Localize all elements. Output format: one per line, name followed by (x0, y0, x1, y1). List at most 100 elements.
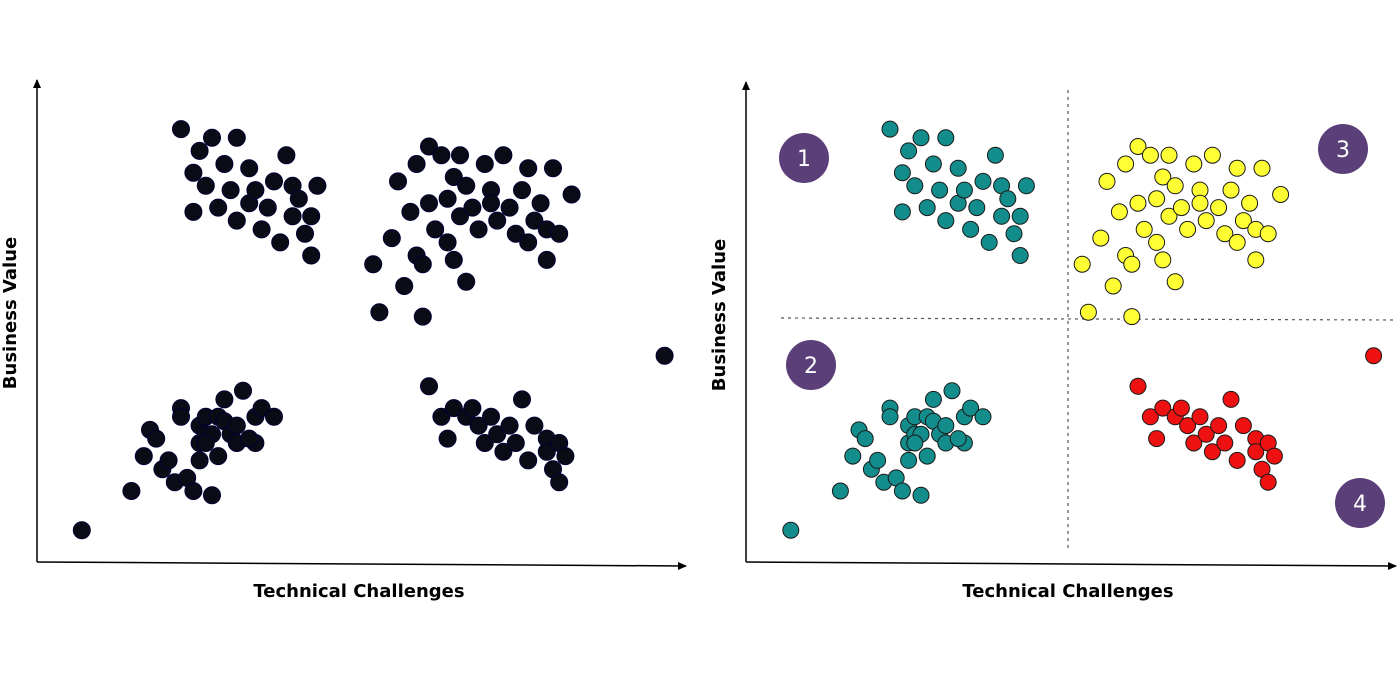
data-point-black (184, 482, 203, 500)
data-point-teal (893, 164, 911, 182)
data-point-yellow (1123, 308, 1141, 326)
data-point-black (494, 442, 513, 461)
data-point-yellow (1154, 251, 1172, 269)
data-point-teal (949, 430, 967, 448)
data-point-teal (893, 203, 911, 221)
data-point-black (457, 176, 476, 195)
data-point-black (240, 429, 259, 448)
data-point-black (550, 473, 569, 492)
data-point-yellow (1104, 277, 1122, 295)
quadrant-badge-1: 1 (779, 133, 829, 183)
data-point-teal (931, 181, 949, 199)
data-point-red (1172, 399, 1190, 417)
data-point-red (1148, 430, 1166, 448)
data-point-yellow (1179, 220, 1197, 238)
data-point-yellow (1098, 172, 1116, 190)
data-point-black (556, 447, 575, 466)
data-point-teal (900, 142, 918, 160)
data-point-yellow (1123, 255, 1141, 273)
data-point-yellow (1234, 212, 1252, 230)
right-points (782, 120, 1383, 539)
data-point-black (475, 434, 494, 452)
data-point-black (488, 425, 507, 444)
data-point-teal (974, 172, 992, 190)
data-point-black (265, 172, 283, 191)
data-point-black (531, 194, 550, 213)
data-point-black (413, 255, 432, 274)
data-point-black (258, 198, 277, 217)
data-point-yellow (1073, 255, 1091, 273)
data-point-black (438, 189, 457, 208)
data-point-black (172, 120, 190, 139)
data-point-red (1259, 473, 1277, 491)
data-point-black (190, 451, 209, 470)
data-point-black (190, 141, 209, 160)
data-point-black (488, 211, 507, 230)
data-point-black (420, 137, 438, 156)
y-axis-label: Business Value (0, 237, 21, 389)
data-point-black (184, 202, 203, 221)
data-point-yellow (1079, 303, 1097, 321)
data-point-black (227, 211, 246, 230)
data-point-black (426, 220, 445, 239)
data-point-red (1234, 417, 1252, 435)
data-point-black (203, 486, 221, 505)
data-point-red (1179, 417, 1197, 435)
data-point-black (252, 399, 271, 418)
quadrant-badge-3: 3 (1318, 124, 1368, 174)
data-point-yellow (1272, 186, 1290, 203)
data-point-black (407, 155, 426, 173)
data-point-teal (906, 177, 924, 195)
data-point-teal (974, 408, 992, 426)
data-point-red (1216, 434, 1234, 452)
data-point-teal (962, 399, 980, 417)
data-point-teal (918, 199, 936, 217)
data-point-black (444, 399, 463, 418)
data-point-yellow (1222, 181, 1240, 199)
data-point-teal (968, 199, 986, 217)
data-point-black (519, 451, 538, 470)
data-point-teal (869, 451, 887, 469)
data-point-black (296, 224, 314, 243)
data-point-teal (912, 486, 930, 504)
data-point-black (451, 146, 469, 165)
data-point-black (302, 246, 321, 265)
data-point-black (469, 416, 488, 435)
data-point-black (562, 185, 581, 204)
data-point-teal (906, 434, 924, 452)
data-point-teal (937, 212, 955, 230)
data-point-yellow (1185, 155, 1203, 173)
x-axis-line (36, 561, 687, 570)
x-axis-line (745, 561, 1397, 570)
data-point-teal (831, 482, 849, 500)
data-point-black (519, 159, 538, 178)
data-point-black (227, 416, 246, 435)
data-point-black (500, 198, 519, 217)
data-point-black (513, 181, 531, 200)
data-point-yellow (1166, 177, 1184, 195)
data-point-black (463, 399, 482, 418)
data-point-black (196, 176, 215, 195)
data-point-teal (844, 447, 862, 465)
x-axis-label: Technical Challenges (253, 581, 464, 602)
data-point-black (134, 447, 153, 466)
quadrant-label-4: 4 (1353, 492, 1367, 517)
data-point-black (246, 181, 265, 200)
data-point-black (438, 233, 457, 252)
data-point-black (537, 442, 556, 461)
data-point-black (252, 220, 271, 239)
data-point-yellow (1148, 190, 1166, 208)
data-point-teal (893, 482, 911, 500)
data-point-yellow (1141, 146, 1159, 164)
data-point-black (265, 407, 283, 426)
left-points (72, 120, 674, 540)
data-point-yellow (1203, 146, 1221, 164)
right-scatter-chart: Technical Challenges Business Value 1 2 … (709, 81, 1397, 602)
data-point-red (1210, 417, 1228, 435)
data-point-yellow (1216, 225, 1234, 243)
data-point-black (494, 146, 513, 165)
data-point-teal (986, 146, 1004, 164)
data-point-black (215, 390, 234, 409)
data-point-black (513, 390, 531, 409)
data-point-teal (937, 417, 955, 435)
